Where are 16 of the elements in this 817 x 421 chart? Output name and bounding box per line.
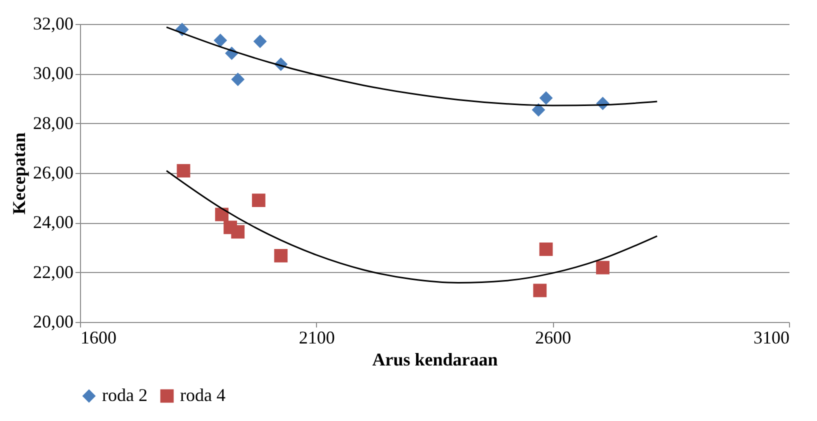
y-tick-label: 28,00	[33, 112, 74, 133]
y-axis-title: Kecepatan	[9, 132, 29, 214]
line-series	[166, 170, 658, 284]
y-tick-label: 22,00	[33, 262, 74, 282]
y-tick-label: 20,00	[33, 312, 74, 332]
y-tick-label: 32,00	[33, 14, 74, 34]
x-tick-label: 2600	[535, 328, 572, 348]
y-tick-label: 26,00	[33, 162, 74, 182]
x-axis-title: Arus kendaraan	[372, 350, 498, 370]
x-tick-label: 3100	[754, 328, 790, 348]
x-tick-label: 2100	[298, 328, 335, 348]
x-tick-label: 1600	[80, 328, 116, 348]
legend-label: roda 2	[102, 385, 148, 405]
y-tick-label: 24,00	[33, 212, 74, 232]
legend-label: roda 4	[180, 385, 226, 405]
y-tick-label: 30,00	[33, 63, 74, 84]
